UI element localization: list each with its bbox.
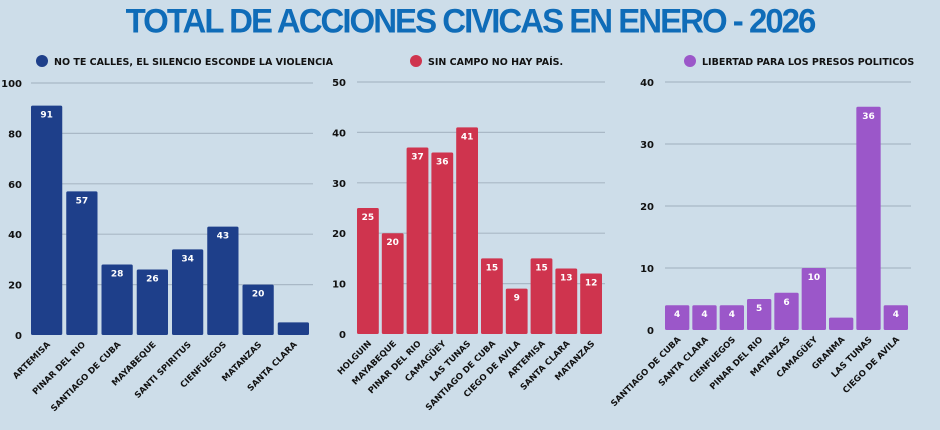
y-tick-label: 100 — [1, 79, 22, 90]
data-label: 4 — [701, 310, 707, 320]
data-label: 41 — [461, 132, 474, 142]
y-tick-label: 40 — [8, 230, 22, 241]
y-tick-label: 50 — [332, 78, 346, 89]
bar — [774, 292, 799, 330]
y-tick-label: 0 — [15, 331, 22, 342]
bar — [692, 305, 717, 330]
x-tick-label: SANTIAGO DE CUBA — [49, 340, 123, 414]
data-label: 4 — [893, 310, 899, 320]
data-label: 26 — [146, 274, 159, 284]
y-tick-label: 80 — [8, 129, 22, 140]
data-label: 43 — [217, 232, 230, 242]
data-label: 28 — [111, 269, 124, 279]
bar — [66, 191, 98, 335]
data-label: 15 — [486, 263, 499, 273]
y-tick-label: 40 — [332, 128, 346, 139]
data-label: 57 — [76, 196, 89, 206]
legend-marker — [410, 55, 422, 67]
data-label: 91 — [40, 111, 53, 121]
legend-marker — [684, 55, 696, 67]
bar — [580, 273, 602, 334]
bar — [505, 288, 528, 334]
data-label: 13 — [560, 273, 573, 283]
data-label: 36 — [862, 112, 875, 122]
y-tick-label: 30 — [640, 140, 654, 151]
data-label: 20 — [252, 290, 265, 300]
bar — [719, 305, 744, 330]
y-tick-label: 0 — [339, 330, 346, 341]
bar — [456, 127, 478, 334]
bar — [856, 106, 881, 330]
bar — [829, 317, 854, 330]
bar — [883, 305, 908, 330]
bar — [381, 233, 404, 334]
data-label: 25 — [362, 213, 375, 223]
data-label: 5 — [756, 304, 762, 314]
bar — [665, 305, 690, 330]
bar — [555, 268, 578, 334]
bar — [481, 258, 503, 334]
bar — [406, 147, 429, 334]
bar — [31, 105, 63, 336]
bar — [431, 152, 454, 334]
data-label: 9 — [514, 294, 520, 304]
page-title: TOTAL DE ACCIONES CIVICAS EN ENERO - 202… — [125, 1, 817, 40]
bar — [277, 322, 309, 335]
y-tick-label: 40 — [640, 78, 654, 89]
data-label: 10 — [808, 273, 821, 283]
data-label: 12 — [585, 279, 598, 289]
data-label: 15 — [535, 263, 548, 273]
data-label: 4 — [674, 310, 680, 320]
bar — [801, 268, 826, 330]
data-label: 6 — [783, 298, 789, 308]
legend-marker — [36, 55, 48, 67]
bar — [747, 299, 772, 330]
data-label: 34 — [181, 254, 194, 264]
y-tick-label: 10 — [640, 264, 654, 275]
y-tick-label: 20 — [640, 202, 654, 213]
y-tick-label: 60 — [8, 180, 22, 191]
data-label: 20 — [386, 238, 399, 248]
y-tick-label: 20 — [8, 281, 22, 292]
bar — [101, 264, 133, 335]
bar — [136, 269, 168, 335]
bar — [242, 284, 274, 335]
bar — [530, 258, 553, 334]
data-label: 4 — [729, 310, 735, 320]
bar — [207, 226, 239, 335]
bar — [357, 208, 379, 334]
y-tick-label: 20 — [332, 229, 346, 240]
legend-label: SIN CAMPO NO HAY PAÍS. — [428, 56, 563, 68]
y-tick-label: 0 — [647, 326, 654, 337]
bar — [172, 249, 204, 335]
y-tick-label: 10 — [332, 280, 346, 291]
legend-label: LIBERTAD PARA LOS PRESOS POLITICOS — [702, 57, 914, 68]
data-label: 37 — [411, 153, 424, 163]
y-tick-label: 30 — [332, 179, 346, 190]
legend-label: NO TE CALLES, EL SILENCIO ESCONDE LA VIO… — [54, 57, 334, 68]
data-label: 36 — [436, 158, 449, 168]
